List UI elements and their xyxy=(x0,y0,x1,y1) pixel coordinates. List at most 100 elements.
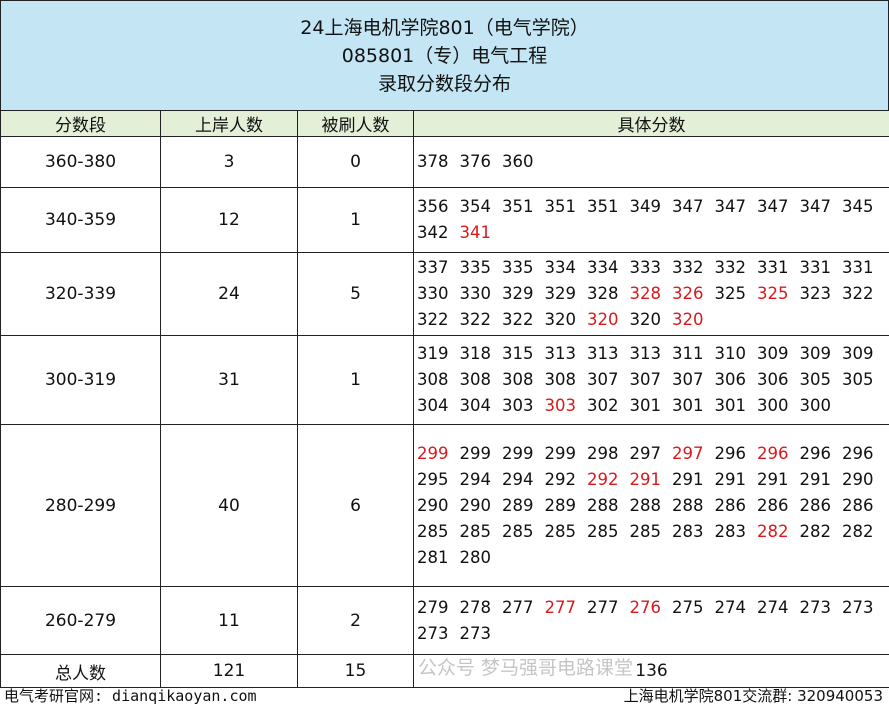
table-row: 360-380 3 0 378 376 360 xyxy=(0,136,889,188)
score: 288 xyxy=(629,495,662,515)
table-row: 340-359 12 1 356 354 351 351 351 349 347 347 347 347… xyxy=(0,187,889,253)
score: 335 xyxy=(502,258,534,277)
score: 301 xyxy=(672,396,704,415)
table-row: 320-339 24 5 337 335 335 334 334 333 332 332 331 331… xyxy=(0,252,889,336)
score: 310 xyxy=(714,344,747,363)
score-rejected: 297 xyxy=(672,443,704,463)
total-rejected: 15 xyxy=(297,654,414,688)
score-rejected: 299 xyxy=(417,443,449,463)
score: 330 xyxy=(459,284,492,303)
score: 305 xyxy=(799,370,832,389)
score: 320 xyxy=(629,310,662,329)
cell-rejected: 5 xyxy=(297,252,414,336)
score: 306 xyxy=(714,370,747,389)
score: 347 xyxy=(799,197,832,216)
score: 323 xyxy=(799,284,832,303)
score: 300 xyxy=(757,396,789,415)
score-rejected: 325 xyxy=(757,284,789,303)
score: 332 xyxy=(714,258,747,277)
score: 333 xyxy=(629,258,662,277)
score-rejected: 276 xyxy=(629,597,662,617)
score: 283 xyxy=(672,521,704,541)
score: 313 xyxy=(544,344,577,363)
score: 329 xyxy=(502,284,534,303)
score: 277 xyxy=(587,597,619,617)
score: 349 xyxy=(629,197,662,216)
score: 337 xyxy=(417,258,449,277)
score: 286 xyxy=(842,495,874,515)
score-distribution-table: 分数段 上岸人数 被刷人数 具体分数 360-380 3 0 378 376 360 340… xyxy=(0,110,889,688)
score: 309 xyxy=(842,344,874,363)
cell-rejected: 1 xyxy=(297,187,414,253)
score: 328 xyxy=(587,284,619,303)
score: 286 xyxy=(714,495,747,515)
total-row: 总人数 121 15 136 xyxy=(0,654,889,688)
score: 320 xyxy=(544,310,577,329)
score: 318 xyxy=(459,344,492,363)
score: 285 xyxy=(417,521,449,541)
cell-scores: 337 335 335 334 334 333 332 332 331 331 331 330 330 3… xyxy=(413,252,889,336)
score-rejected: 328 xyxy=(629,284,662,303)
header-range: 分数段 xyxy=(0,110,161,137)
table-title: 24上海电机学院801（电气学院） 085801（专）电气工程 录取分数段分布 xyxy=(0,0,889,110)
score: 298 xyxy=(587,443,619,463)
score: 302 xyxy=(587,396,619,415)
score: 308 xyxy=(417,370,449,389)
score: 290 xyxy=(459,495,492,515)
score-rejected: 341 xyxy=(459,223,492,242)
score: 308 xyxy=(544,370,577,389)
score: 297 xyxy=(629,443,662,463)
score: 325 xyxy=(714,284,747,303)
cell-scores: 319 318 315 313 313 313 311 310 309 309 309 308 308 3… xyxy=(413,335,889,425)
score: 307 xyxy=(672,370,704,389)
score: 347 xyxy=(672,197,704,216)
score: 303 xyxy=(502,396,534,415)
score: 304 xyxy=(459,396,492,415)
score: 285 xyxy=(459,521,492,541)
cell-range: 360-380 xyxy=(0,136,161,188)
score: 291 xyxy=(799,469,832,489)
score: 342 xyxy=(417,223,449,242)
score: 301 xyxy=(714,396,747,415)
score: 281 xyxy=(417,547,449,567)
score: 332 xyxy=(672,258,704,277)
score: 283 xyxy=(714,521,747,541)
table-row: 300-319 31 1 319 318 315 313 313 313 311 310 309 309… xyxy=(0,335,889,425)
score: 322 xyxy=(459,310,492,329)
score-rejected: 282 xyxy=(757,521,789,541)
footer: 电气考研官网: dianqikaoyan.com 上海电机学院801交流群: 3… xyxy=(0,684,889,709)
score: 300 xyxy=(799,396,832,415)
score-rejected: 291 xyxy=(629,469,662,489)
score: 277 xyxy=(502,597,534,617)
score: 329 xyxy=(544,284,577,303)
score: 334 xyxy=(544,258,577,277)
score: 330 xyxy=(417,284,449,303)
cell-rejected: 1 xyxy=(297,335,414,425)
score: 291 xyxy=(757,469,789,489)
score: 308 xyxy=(459,370,492,389)
score: 286 xyxy=(757,495,789,515)
score-rejected: 303 xyxy=(544,396,577,415)
header-admitted: 上岸人数 xyxy=(160,110,298,137)
score: 299 xyxy=(544,443,577,463)
score: 354 xyxy=(459,197,492,216)
score: 275 xyxy=(672,597,704,617)
score: 290 xyxy=(417,495,449,515)
score: 301 xyxy=(629,396,662,415)
score: 292 xyxy=(544,469,577,489)
score: 291 xyxy=(714,469,747,489)
score: 313 xyxy=(587,344,619,363)
score: 308 xyxy=(502,370,534,389)
score: 291 xyxy=(672,469,704,489)
score: 351 xyxy=(544,197,577,216)
score: 306 xyxy=(757,370,789,389)
score: 285 xyxy=(629,521,662,541)
score: 378 xyxy=(417,152,449,171)
score: 315 xyxy=(502,344,534,363)
score: 309 xyxy=(799,344,832,363)
cell-scores: 279 278 277 277 277 276 275 274 274 273 273 273 273 xyxy=(413,586,889,655)
score: 331 xyxy=(842,258,874,277)
score: 282 xyxy=(799,521,832,541)
cell-range: 260-279 xyxy=(0,586,161,655)
score-rejected: 320 xyxy=(672,310,704,329)
